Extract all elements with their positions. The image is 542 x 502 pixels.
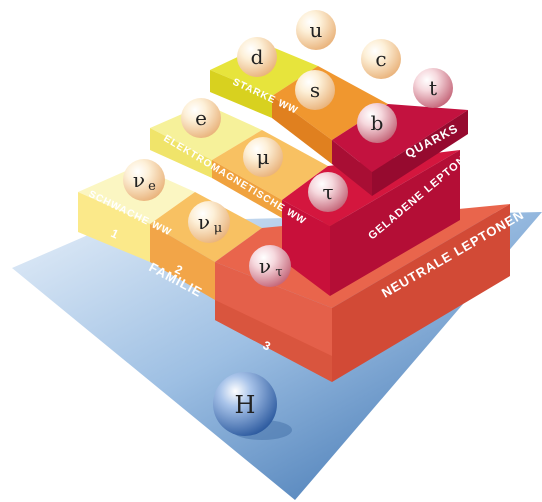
particle-tau: τ	[308, 172, 348, 212]
particle-c: c	[361, 39, 401, 79]
strong-front-fam1	[210, 70, 272, 118]
particle-s: s	[295, 70, 335, 110]
svg-text:τ: τ	[275, 265, 282, 280]
svg-text:ν: ν	[259, 254, 271, 278]
particle-nu-mu: ν μ	[188, 201, 230, 243]
particle-u: u	[296, 10, 336, 50]
svg-text:μ: μ	[214, 221, 222, 236]
particle-b: b	[357, 103, 397, 143]
weak-front-fam2	[150, 224, 215, 300]
svg-text:d: d	[251, 45, 264, 69]
particle-nu-e: ν e	[123, 159, 165, 201]
strong-front-fam3	[332, 140, 372, 196]
particle-d: d	[237, 37, 277, 77]
svg-text:e: e	[195, 106, 207, 130]
svg-text:e: e	[148, 179, 156, 194]
svg-text:b: b	[371, 111, 384, 135]
svg-text:H: H	[235, 391, 256, 419]
strong-front-fam2	[272, 96, 332, 164]
svg-text:s: s	[310, 78, 320, 102]
svg-text:c: c	[375, 47, 386, 71]
weak-bottom-strip	[215, 300, 332, 382]
strong-right-face	[372, 110, 468, 196]
svg-text:ν: ν	[198, 210, 210, 234]
weak-front-fam1	[78, 192, 150, 262]
svg-text:t: t	[429, 76, 437, 100]
svg-text:μ: μ	[257, 145, 270, 169]
particle-mu: μ	[243, 137, 283, 177]
weak-right-face	[332, 204, 510, 382]
em-front-fam2	[212, 160, 282, 218]
em-right-face	[330, 150, 460, 296]
em-front-fam3	[282, 200, 330, 296]
svg-text:u: u	[310, 18, 323, 42]
svg-text:ν: ν	[133, 168, 145, 192]
svg-text:τ: τ	[322, 180, 333, 204]
particle-higgs: H	[213, 372, 292, 440]
particle-e: e	[181, 98, 221, 138]
em-front-fam1	[150, 128, 212, 178]
particle-nu-tau: ν τ	[249, 245, 291, 287]
particle-t: t	[413, 68, 453, 108]
